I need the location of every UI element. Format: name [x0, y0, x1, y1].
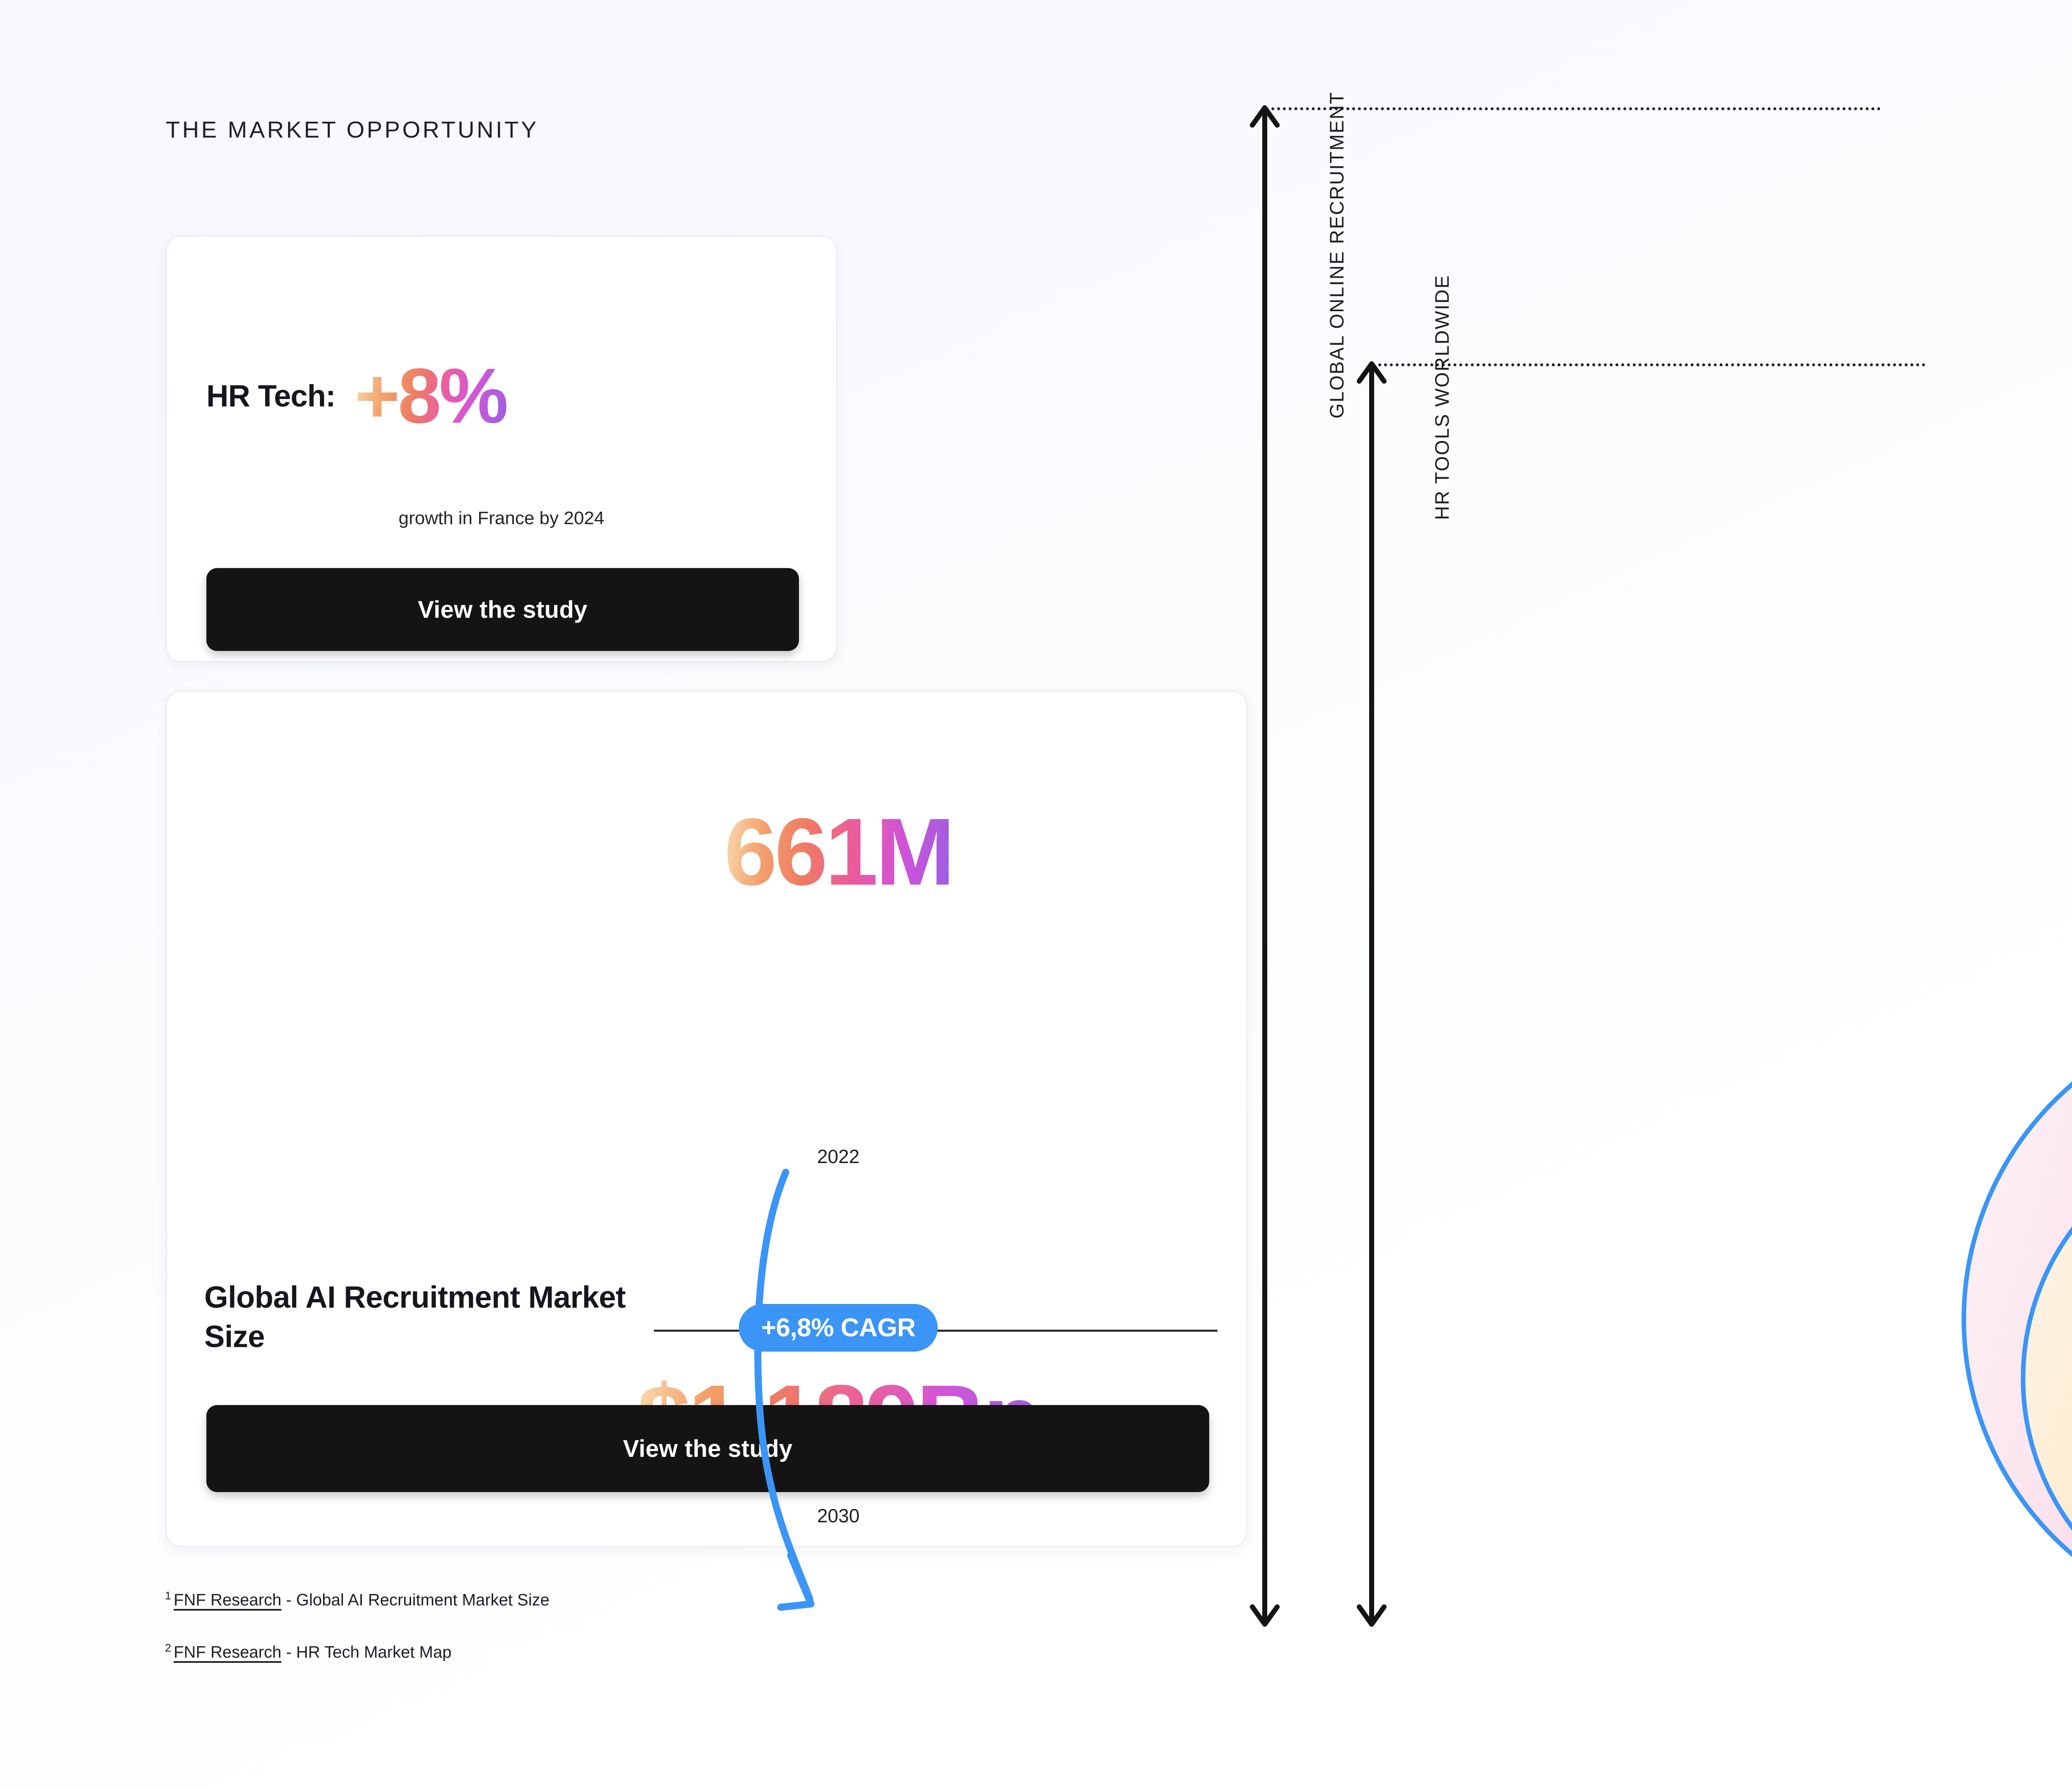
- footnote-1: 1 FNF Research - Global AI Recruitment Ma…: [165, 1589, 549, 1609]
- footnote-1-text: - Global AI Recruitment Market Size: [281, 1591, 549, 1609]
- measure-arrow-hr-tools-worldwide: [1357, 361, 1387, 1627]
- circle-tam: [2021, 1226, 2072, 1531]
- footnote-2: 2 FNF Research - HR Tech Market Map: [165, 1642, 452, 1662]
- cagr-curved-arrow-icon: [754, 1168, 815, 1611]
- hr-tech-stat-row: HR Tech: +8%: [206, 352, 508, 439]
- footnote-1-source-link[interactable]: FNF Research: [174, 1591, 282, 1609]
- footnote-2-marker: 2: [165, 1642, 172, 1654]
- market-value-2022: 661M: [724, 798, 955, 905]
- market-sizing-circles: [1961, 1081, 2072, 1557]
- measure-label-global-online-recruitment: GLOBAL ONLINE RECRUITMENT: [1326, 91, 1348, 419]
- hr-tech-growth-value: +8%: [354, 352, 508, 439]
- market-year-2022: 2022: [817, 1146, 860, 1167]
- card-ai-recruitment-market: 661M 2022 Global AI Recruitment Market S…: [166, 690, 1247, 1611]
- view-the-study-button-1[interactable]: View the study: [206, 568, 799, 651]
- view-the-study-button-2[interactable]: View the study: [206, 1405, 1209, 1492]
- footnote-2-source-link[interactable]: FNF Research: [174, 1643, 282, 1662]
- page-title: THE MARKET OPPORTUNITY: [166, 116, 539, 143]
- measure-arrow-global-online-recruitment: [1250, 105, 1280, 1627]
- leader-line-tam: [1378, 363, 1925, 366]
- measure-label-hr-tools-worldwide: HR TOOLS WORLDWIDE: [1431, 274, 1453, 520]
- market-year-2030: 2030: [817, 1505, 860, 1526]
- hr-tech-subtitle: growth in France by 2024: [398, 508, 605, 528]
- card-hr-tech-growth: HR Tech: +8% growth in France by 2024 Vi…: [166, 235, 837, 662]
- cagr-badge: +6,8% CAGR: [738, 1304, 938, 1352]
- market-card-title: Global AI Recruitment Market Size: [204, 1280, 626, 1354]
- footnote-1-marker: 1: [165, 1589, 172, 1602]
- hr-tech-label: HR Tech:: [206, 379, 336, 414]
- footnote-2-text: - HR Tech Market Map: [281, 1643, 452, 1662]
- leader-line-total: [1271, 107, 1881, 110]
